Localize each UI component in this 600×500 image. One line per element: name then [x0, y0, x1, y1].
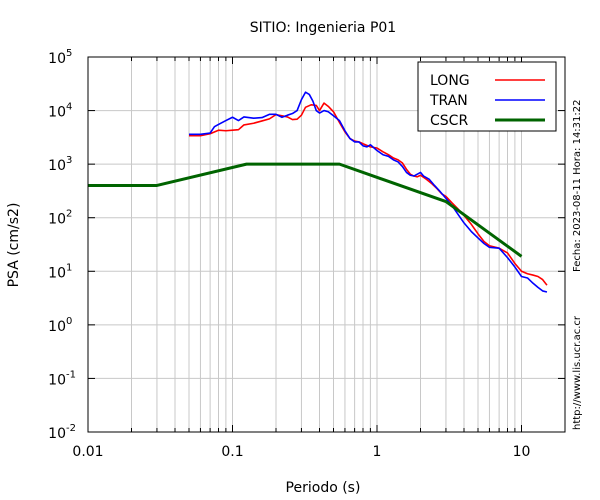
series-line-cscr: [88, 162, 523, 258]
y-tick-exp: 1: [66, 262, 72, 273]
y-tick-base: 10: [48, 51, 66, 67]
y-tick-base: 10: [48, 158, 66, 174]
y-tick-exp: 3: [66, 155, 72, 166]
legend-label-tran: TRAN: [429, 93, 468, 109]
y-tick-exp: 0: [66, 316, 72, 327]
y-tick-base: 10: [48, 212, 66, 228]
url-text: http://www.lis.ucr.ac.cr: [572, 315, 583, 430]
x-tick-label: 1: [373, 444, 382, 460]
plot-frame: [87, 56, 566, 433]
legend: LONG TRAN CSCR: [417, 61, 557, 132]
y-tick-exp: 4: [66, 102, 72, 113]
y-tick-label: 10 2: [48, 209, 72, 228]
y-tick-exp: -2: [66, 423, 76, 434]
y-tick-label: 10 4: [48, 102, 72, 121]
y-axis-label: PSA (cm/s2): [6, 203, 22, 288]
y-tick-label: 10 -1: [48, 369, 76, 388]
y-tick-base: 10: [48, 105, 66, 121]
x-tick-label: 10: [513, 444, 531, 460]
x-axis-label: Periodo (s): [286, 480, 361, 496]
y-tick-exp: 5: [66, 48, 72, 59]
x-tick-labels: 0.01 0.1 1 10: [72, 444, 530, 460]
y-tick-label: 10 -2: [48, 423, 76, 442]
chart-title: SITIO: Ingenieria P01: [250, 20, 396, 36]
y-tick-label: 10 1: [48, 262, 72, 281]
y-tick-base: 10: [48, 372, 66, 388]
y-tick-label: 10 3: [48, 155, 72, 174]
series-line-tran: [189, 91, 548, 293]
legend-label-cscr: CSCR: [430, 113, 468, 129]
series-line-long: [189, 102, 548, 286]
x-tick-label: 0.01: [72, 444, 103, 460]
y-tick-base: 10: [48, 426, 66, 442]
y-tick-base: 10: [48, 265, 66, 281]
y-tick-label: 10 5: [48, 48, 72, 67]
legend-label-long: LONG: [430, 73, 470, 89]
y-tick-exp: -1: [66, 369, 76, 380]
y-tick-base: 10: [48, 319, 66, 335]
x-tick-label: 0.1: [221, 444, 243, 460]
ticks: [87, 56, 566, 433]
fecha-text: Fecha: 2023-08-11 Hora: 14:31:22: [572, 100, 583, 273]
series-layer: [88, 91, 548, 293]
y-tick-label: 10 0: [48, 316, 72, 335]
y-tick-exp: 2: [66, 209, 72, 220]
